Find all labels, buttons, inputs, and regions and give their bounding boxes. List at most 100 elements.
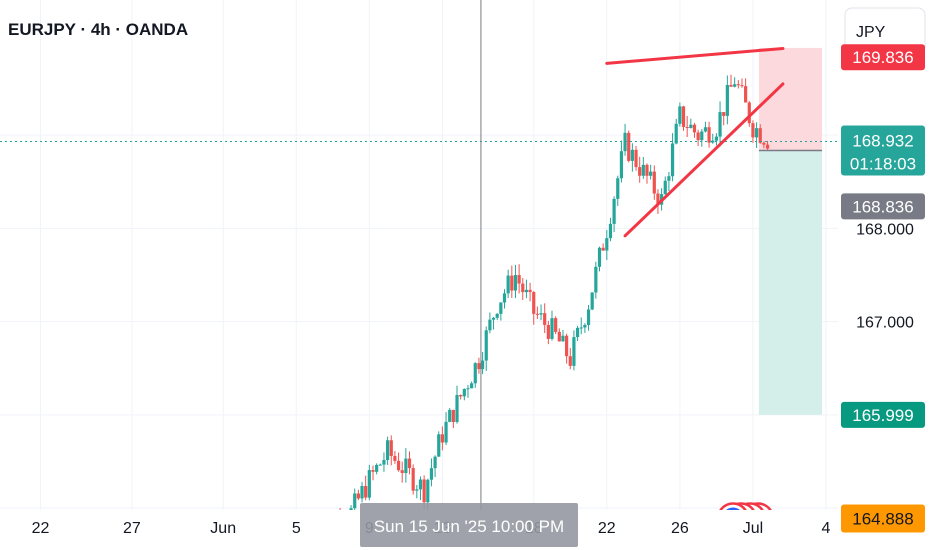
- candle: [645, 163, 649, 184]
- candle: [546, 320, 550, 345]
- candle-body: [736, 84, 740, 86]
- candle-body: [692, 124, 697, 133]
- candle-body: [667, 176, 671, 181]
- entry-tag-text: 168.836: [852, 197, 913, 216]
- candle: [733, 77, 737, 88]
- candle-body: [568, 356, 572, 366]
- candle-body: [707, 127, 711, 143]
- candle-body: [561, 335, 565, 342]
- candle: [572, 330, 576, 371]
- stop-loss-tag-text: 169.836: [852, 48, 913, 67]
- candle-body: [747, 102, 751, 124]
- candle: [638, 156, 642, 183]
- candle-body: [502, 293, 507, 303]
- candle: [740, 78, 744, 88]
- lower-trendline[interactable]: [623, 82, 785, 238]
- take-profit-tag-bg: [841, 401, 925, 428]
- candle-body: [711, 140, 715, 143]
- upper-trendline[interactable]: [605, 46, 785, 65]
- candle: [608, 217, 613, 242]
- candle: [353, 488, 357, 511]
- candle: [689, 118, 693, 129]
- candle: [364, 475, 368, 501]
- candle: [473, 362, 477, 388]
- candle-body: [415, 489, 419, 491]
- candle-body: [404, 458, 408, 474]
- candle: [597, 246, 602, 272]
- candle: [583, 323, 587, 333]
- candle: [389, 435, 393, 466]
- candle-body: [681, 106, 686, 127]
- candle: [437, 431, 441, 457]
- candle: [652, 165, 656, 200]
- candle: [692, 122, 697, 138]
- candle-body: [539, 313, 543, 315]
- candle-body: [762, 142, 766, 145]
- chart-title: EURJPY · 4h · OANDA: [8, 20, 188, 39]
- candle: [371, 465, 375, 481]
- take-profit-tag-text: 165.999: [852, 406, 913, 425]
- x-tick-label: 26: [671, 520, 689, 537]
- candle-body: [386, 440, 390, 461]
- candle: [747, 101, 751, 127]
- candle: [703, 121, 708, 133]
- candle: [382, 452, 386, 472]
- x-tick-label: Jul: [743, 520, 763, 537]
- candle: [575, 325, 580, 341]
- y-tick-label: 167.000: [856, 315, 914, 332]
- candle-body: [758, 128, 762, 143]
- labels: EURJPY · 4h · OANDA Sun 15 Jun '25 10:00 …: [8, 20, 578, 547]
- candle: [477, 357, 481, 374]
- candle-body: [751, 123, 755, 138]
- candle: [360, 482, 364, 503]
- support-tag-text: 164.888: [852, 509, 913, 528]
- candle: [480, 352, 485, 375]
- candle: [707, 121, 711, 148]
- candle-body: [729, 84, 733, 87]
- candle-body: [378, 464, 382, 466]
- candle-body: [422, 479, 426, 503]
- candle: [725, 75, 729, 125]
- currency-label: JPY: [856, 24, 886, 41]
- y-tick-label: 168.000: [856, 221, 914, 238]
- candle-body: [608, 223, 613, 239]
- candle-body: [546, 324, 550, 339]
- candle: [433, 455, 437, 478]
- candle-body: [670, 143, 675, 177]
- candle-body: [371, 470, 375, 472]
- candle: [510, 265, 514, 298]
- candle-body: [634, 149, 638, 168]
- drawings[interactable]: [0, 0, 838, 535]
- take-profit-zone: [758, 150, 822, 415]
- candle: [681, 105, 686, 131]
- candle-body: [612, 198, 616, 224]
- candle-body: [480, 360, 485, 370]
- candle-body: [733, 84, 737, 87]
- candle: [455, 385, 459, 424]
- candle: [484, 326, 488, 371]
- candle: [590, 292, 594, 311]
- candle-body: [590, 292, 594, 310]
- stop-loss-zone: [758, 47, 822, 151]
- candle-body: [470, 383, 474, 389]
- candle: [627, 130, 631, 163]
- candle: [517, 264, 521, 294]
- candle-body: [484, 330, 488, 361]
- candle-body: [572, 337, 576, 366]
- candle: [502, 289, 507, 309]
- x-tick-label: 4: [822, 520, 831, 537]
- candle-body: [433, 456, 437, 469]
- candle-body: [506, 275, 510, 294]
- candle-body: [722, 112, 726, 116]
- candle-body: [703, 127, 708, 132]
- stop-loss-tag-bg: [841, 44, 925, 71]
- candle-body: [565, 335, 569, 357]
- candle-body: [696, 132, 700, 141]
- candle-body: [491, 317, 496, 320]
- candle: [451, 409, 455, 429]
- candle: [594, 261, 598, 299]
- candle: [543, 303, 547, 334]
- candle: [470, 381, 474, 389]
